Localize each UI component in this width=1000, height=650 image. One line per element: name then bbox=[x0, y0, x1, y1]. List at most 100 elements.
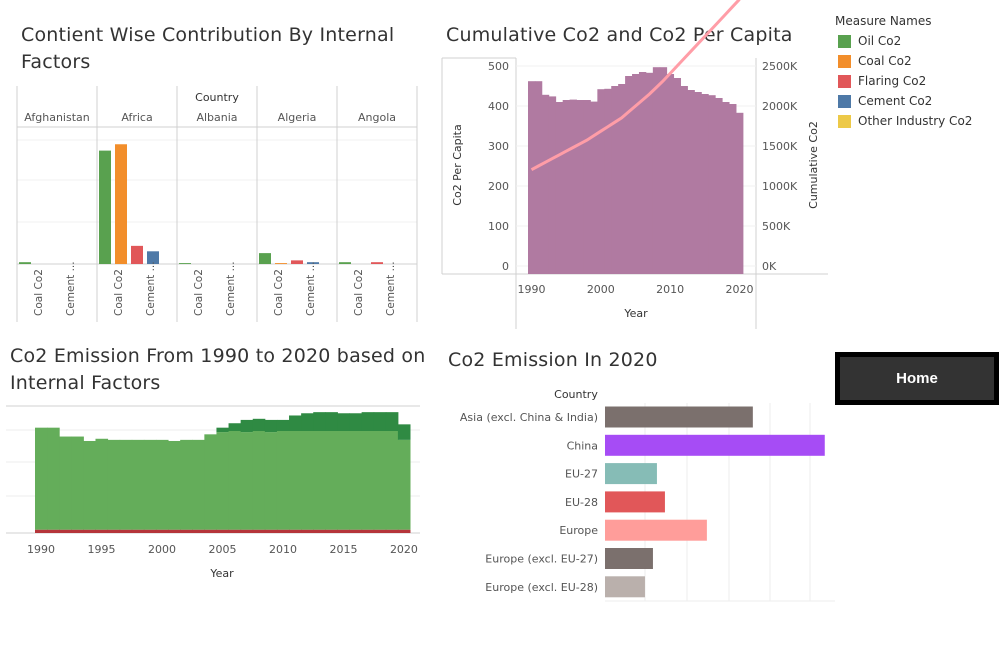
area-oil-co2 bbox=[349, 431, 363, 530]
right-tick-label: 1500K bbox=[762, 140, 798, 153]
title-line: Co2 Emission In 2020 bbox=[448, 349, 658, 371]
legend-swatch bbox=[838, 54, 851, 68]
country-label: Angola bbox=[358, 111, 396, 124]
right-tick-label: 2000K bbox=[762, 100, 798, 113]
area-flaring-co2 bbox=[119, 529, 133, 533]
area-flaring-co2 bbox=[301, 529, 314, 533]
legend-item[interactable]: Cement Co2 bbox=[835, 91, 995, 111]
area-flaring-co2 bbox=[264, 529, 278, 533]
home-button-label: Home bbox=[840, 357, 994, 400]
area-coal-co2 bbox=[385, 412, 399, 431]
category-label: China bbox=[567, 439, 598, 452]
bar-coal-co2 bbox=[115, 144, 127, 264]
area-oil-co2 bbox=[107, 439, 121, 530]
area-coal-co2 bbox=[289, 415, 302, 431]
area-flaring-co2 bbox=[385, 529, 399, 533]
left-tick-label: 200 bbox=[488, 180, 509, 193]
left-tick-label: 400 bbox=[488, 100, 509, 113]
measure-tick-label: Cement ... bbox=[65, 261, 77, 316]
right-tick-label: 500K bbox=[762, 220, 791, 233]
area-oil-co2 bbox=[337, 431, 351, 530]
legend: Measure Names Oil Co2 Coal Co2 Flaring Co2… bbox=[835, 14, 995, 131]
area-oil-co2 bbox=[71, 436, 84, 530]
area-oil-co2 bbox=[59, 436, 72, 530]
bar-coal-co2 bbox=[275, 263, 287, 264]
legend-label: Oil Co2 bbox=[858, 34, 902, 48]
area-oil-co2 bbox=[276, 431, 290, 530]
left-tick-label: 300 bbox=[488, 140, 509, 153]
area-oil-co2 bbox=[313, 431, 326, 530]
per-capita-bar bbox=[541, 94, 550, 274]
per-capita-bar bbox=[562, 100, 571, 274]
bar-oil-co2 bbox=[99, 150, 111, 264]
legend-swatch bbox=[838, 34, 851, 48]
area-coal-co2 bbox=[361, 412, 375, 431]
area-flaring-co2 bbox=[228, 529, 242, 533]
legend-swatch bbox=[838, 74, 851, 88]
cumulative-line bbox=[530, 0, 741, 172]
x-tick-label: 2015 bbox=[329, 543, 357, 556]
title-line-1: Co2 Emission From 1990 to 2020 based on bbox=[10, 345, 426, 367]
per-capita-bar bbox=[611, 86, 619, 274]
per-capita-bar bbox=[632, 74, 640, 274]
area-flaring-co2 bbox=[240, 529, 254, 533]
area-flaring-co2 bbox=[361, 529, 375, 533]
legend-item[interactable]: Flaring Co2 bbox=[835, 71, 995, 91]
x-tick-label: 2010 bbox=[269, 543, 297, 556]
legend-item[interactable]: Coal Co2 bbox=[835, 51, 995, 71]
x-axis-title: Year bbox=[209, 567, 234, 580]
bar-oil-co2 bbox=[179, 263, 191, 264]
per-capita-bar bbox=[569, 99, 577, 274]
area-oil-co2 bbox=[216, 432, 230, 530]
area-oil-co2 bbox=[240, 432, 254, 530]
bar-flaring-co2 bbox=[291, 260, 303, 264]
area-flaring-co2 bbox=[95, 529, 109, 533]
per-capita-bar bbox=[555, 102, 564, 274]
area-flaring-co2 bbox=[325, 529, 338, 533]
title-line-2: Factors bbox=[21, 51, 91, 73]
x-tick-label: 1990 bbox=[517, 283, 545, 296]
title-line-2: Internal Factors bbox=[10, 372, 161, 394]
measure-tick-label: Cement ... bbox=[145, 261, 157, 316]
category-label: EU-27 bbox=[565, 468, 598, 481]
area-oil-co2 bbox=[35, 427, 48, 530]
measure-tick-label: Coal Co2 bbox=[353, 269, 365, 316]
home-button[interactable]: Home bbox=[835, 352, 999, 405]
measure-tick-label: Cement ... bbox=[225, 261, 237, 316]
legend-label: Other Industry Co2 bbox=[858, 114, 973, 128]
area-flaring-co2 bbox=[373, 529, 387, 533]
area-oil-co2 bbox=[325, 431, 338, 530]
per-capita-bar bbox=[708, 95, 716, 274]
bar-oil-co2 bbox=[19, 262, 31, 264]
area-oil-co2 bbox=[385, 431, 399, 530]
bar-europe-excl-eu-28 bbox=[605, 576, 645, 598]
measure-tick-label: Cement ... bbox=[305, 261, 317, 316]
area-flaring-co2 bbox=[168, 529, 181, 533]
legend-item[interactable]: Other Industry Co2 bbox=[835, 111, 995, 131]
x-axis-title: Year bbox=[623, 307, 648, 320]
per-capita-bar bbox=[659, 67, 668, 274]
per-capita-bar bbox=[604, 88, 612, 274]
x-tick-label: 2020 bbox=[726, 283, 754, 296]
bar-asia-excl-china-india bbox=[605, 406, 753, 428]
country-label: Algeria bbox=[278, 111, 317, 124]
category-label: EU-28 bbox=[565, 496, 598, 509]
title-emission-range: Co2 Emission From 1990 to 2020 based on … bbox=[10, 343, 430, 397]
area-coal-co2 bbox=[276, 419, 290, 431]
category-label: Asia (excl. China & India) bbox=[460, 411, 598, 424]
area-flaring-co2 bbox=[83, 529, 96, 533]
legend-swatch bbox=[838, 94, 851, 108]
measure-tick-label: Coal Co2 bbox=[193, 269, 205, 316]
legend-swatch bbox=[838, 114, 851, 128]
area-flaring-co2 bbox=[276, 529, 290, 533]
title-line: Cumulative Co2 and Co2 Per Capita bbox=[446, 24, 793, 46]
area-coal-co2 bbox=[228, 423, 242, 431]
x-tick-label: 2020 bbox=[390, 543, 418, 556]
area-coal-co2 bbox=[216, 427, 230, 433]
measure-tick-label: Coal Co2 bbox=[33, 269, 45, 316]
x-tick-label: 1990 bbox=[27, 543, 55, 556]
area-flaring-co2 bbox=[397, 529, 411, 533]
legend-item[interactable]: Oil Co2 bbox=[835, 31, 995, 51]
bar-europe-excl-eu-27 bbox=[605, 548, 653, 569]
